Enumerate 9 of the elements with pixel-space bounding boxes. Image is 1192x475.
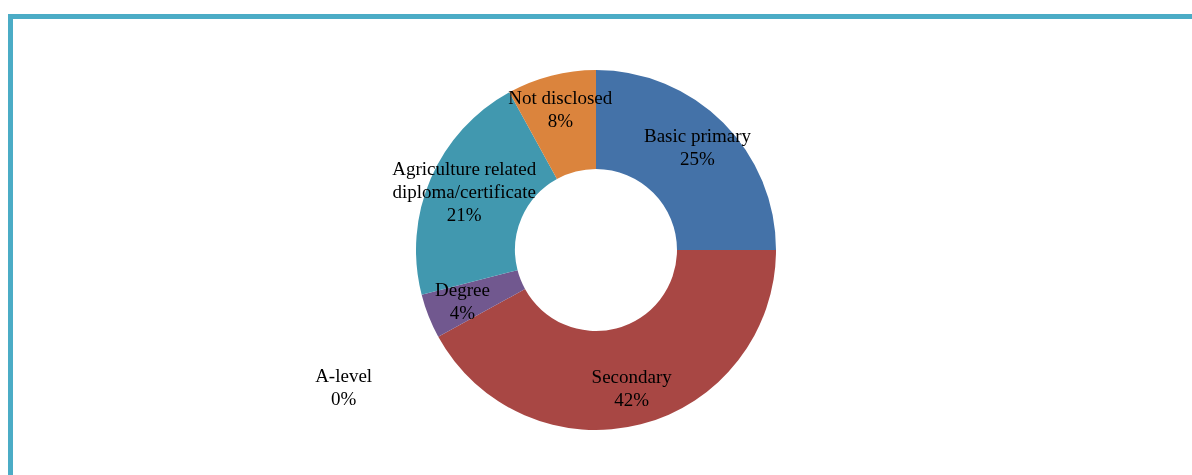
text: 0% (330, 388, 357, 410)
slice-label: Degree (435, 279, 490, 301)
data-label: 42% (614, 388, 650, 410)
slice-label: Secondary (591, 365, 673, 387)
data-label: 4% (449, 302, 476, 324)
category-label: A-level (315, 365, 373, 387)
data-label: 8% (547, 110, 574, 132)
data-label: 21% (446, 203, 482, 225)
data-label: 25% (680, 147, 716, 169)
